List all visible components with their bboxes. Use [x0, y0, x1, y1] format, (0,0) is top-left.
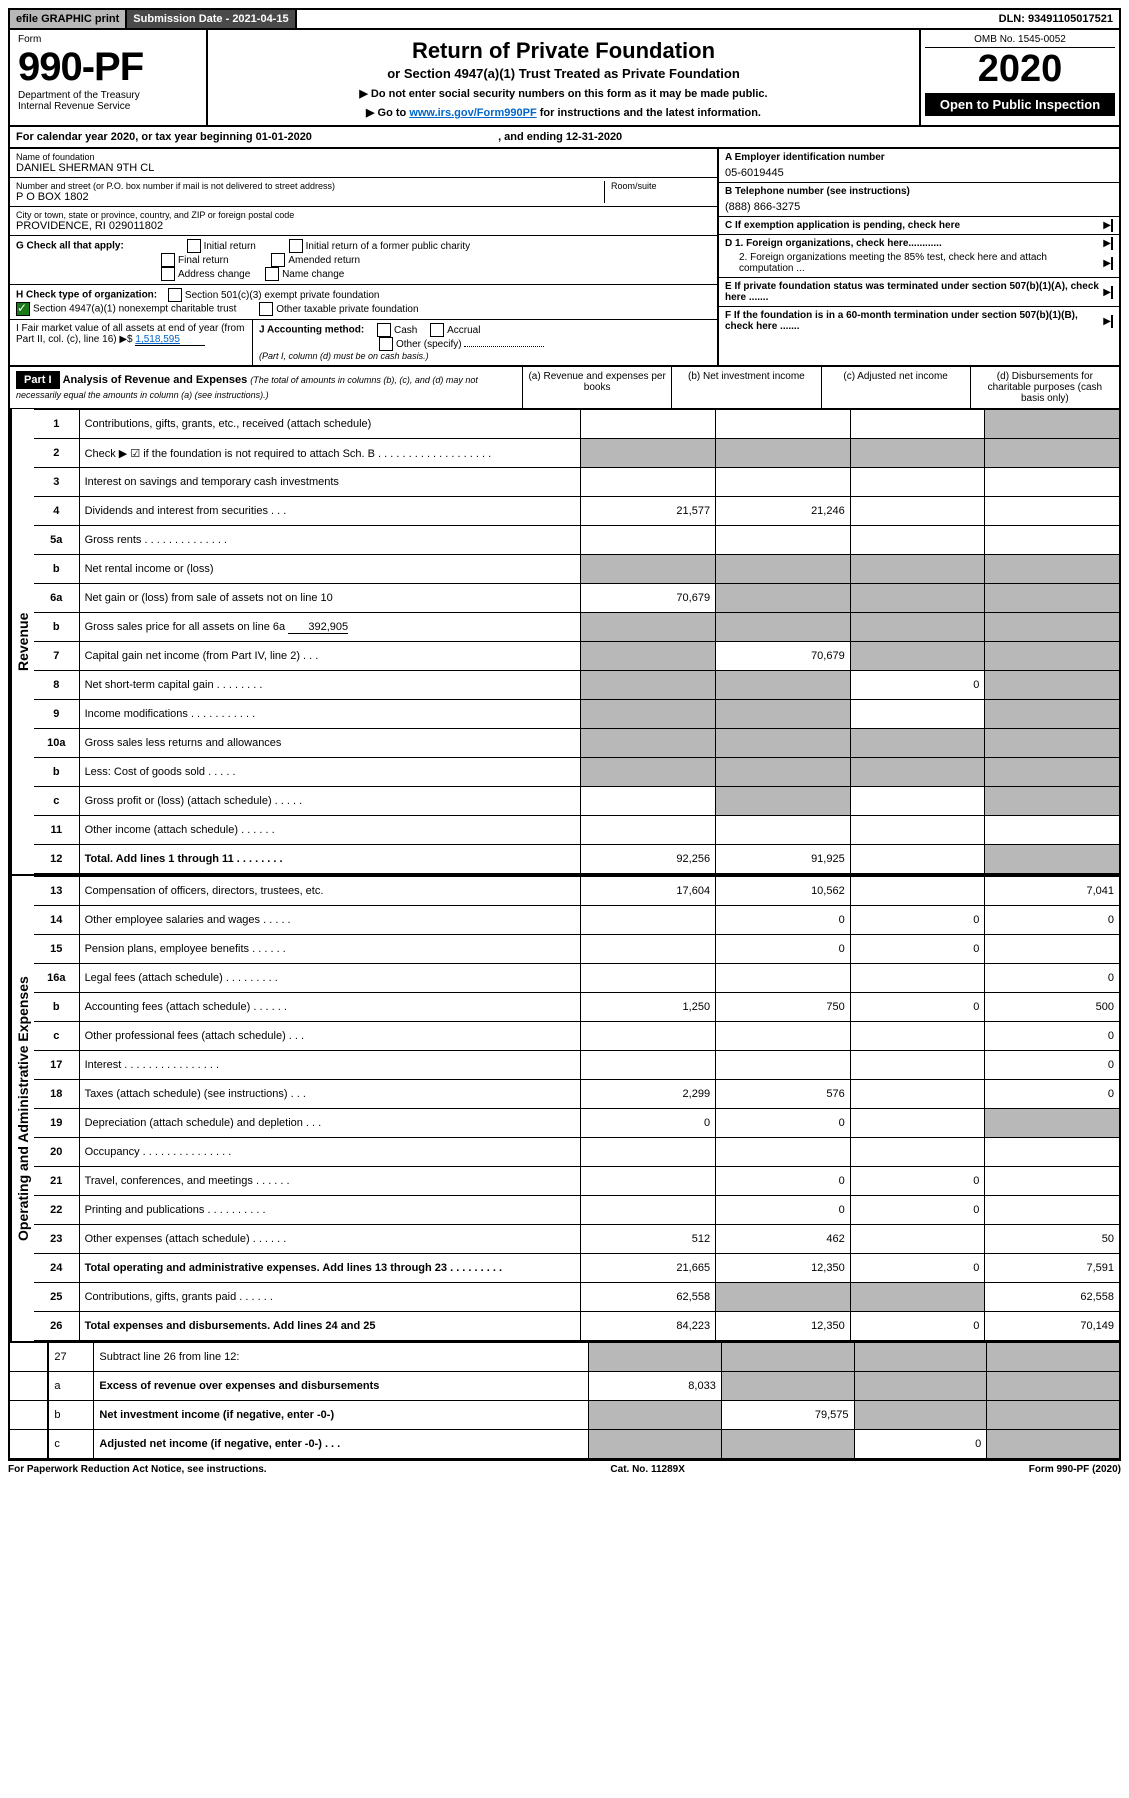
checkbox-name[interactable] [265, 267, 279, 281]
opt-address: Address change [178, 269, 250, 280]
opt-initial: Initial return [204, 241, 256, 252]
note2-post: for instructions and the latest informat… [537, 107, 761, 119]
d2-label: 2. Foreign organizations meeting the 85%… [725, 252, 1103, 274]
foundation-name: DANIEL SHERMAN 9TH CL [16, 162, 711, 174]
opt-501c3: Section 501(c)(3) exempt private foundat… [185, 290, 380, 301]
revenue-table: 1Contributions, gifts, grants, etc., rec… [34, 409, 1119, 874]
footer: For Paperwork Reduction Act Notice, see … [8, 1461, 1121, 1478]
checkbox-4947[interactable] [16, 302, 30, 316]
col-a: (a) Revenue and expenses per books [523, 367, 672, 408]
part1-label: Part I [16, 371, 60, 389]
dln: DLN: 93491105017521 [993, 10, 1119, 28]
tax-year: 2020 [925, 48, 1115, 91]
col-b: (b) Net investment income [672, 367, 821, 408]
checkbox-other-tax[interactable] [259, 302, 273, 316]
part1-section: Part I Analysis of Revenue and Expenses … [8, 367, 1121, 1461]
opt-accrual: Accrual [447, 325, 480, 336]
i-val[interactable]: 1,518,595 [135, 334, 205, 346]
checkbox-501c3[interactable] [168, 288, 182, 302]
submission-date: Submission Date - 2021-04-15 [127, 10, 296, 28]
opt-name: Name change [282, 269, 344, 280]
a-val: 05-6019445 [725, 167, 1113, 179]
checkbox-accrual[interactable] [430, 323, 444, 337]
calendar-year-row: For calendar year 2020, or tax year begi… [8, 127, 1121, 149]
d1-label: D 1. Foreign organizations, check here..… [725, 238, 942, 249]
note2-pre: ▶ Go to [366, 107, 409, 119]
checkbox-address[interactable] [161, 267, 175, 281]
j-note: (Part I, column (d) must be on cash basi… [259, 351, 429, 361]
f-label: F If the foundation is in a 60-month ter… [725, 310, 1103, 332]
cal-mid: , and ending [498, 131, 566, 143]
checkbox-cash[interactable] [377, 323, 391, 337]
checkbox-initial[interactable] [187, 239, 201, 253]
col-c: (c) Adjusted net income [822, 367, 971, 408]
checkbox-amended[interactable] [271, 253, 285, 267]
footer-left: For Paperwork Reduction Act Notice, see … [8, 1464, 267, 1475]
opt-final: Final return [178, 255, 229, 266]
opt-initial-former: Initial return of a former public charit… [306, 241, 471, 252]
efile-label: efile GRAPHIC print [10, 10, 127, 28]
checkbox-d1[interactable] [1111, 237, 1113, 250]
open-inspection: Open to Public Inspection [925, 93, 1115, 116]
addr-label: Number and street (or P.O. box number if… [16, 181, 598, 191]
bottom-table: 27Subtract line 26 from line 12:aExcess … [10, 1341, 1119, 1459]
checkbox-d2[interactable] [1111, 257, 1113, 270]
form-header: Form 990-PF Department of the Treasury I… [8, 30, 1121, 127]
cal-pre: For calendar year 2020, or tax year begi… [16, 131, 256, 143]
a-label: A Employer identification number [725, 152, 1113, 163]
checkbox-e[interactable] [1111, 286, 1113, 299]
form-number: 990-PF [18, 45, 198, 90]
e-label: E If private foundation status was termi… [725, 281, 1103, 303]
b-val: (888) 866-3275 [725, 201, 1113, 213]
form-title: Return of Private Foundation [218, 38, 909, 64]
revenue-label: Revenue [10, 409, 34, 874]
opt-amended: Amended return [288, 255, 360, 266]
footer-right: Form 990-PF (2020) [1029, 1464, 1121, 1475]
form-subtitle: or Section 4947(a)(1) Trust Treated as P… [218, 66, 909, 81]
info-block: Name of foundation DANIEL SHERMAN 9TH CL… [8, 149, 1121, 367]
expenses-label: Operating and Administrative Expenses [10, 876, 34, 1341]
opt-4947: Section 4947(a)(1) nonexempt charitable … [33, 304, 236, 315]
top-bar: efile GRAPHIC print Submission Date - 20… [8, 8, 1121, 30]
city-label: City or town, state or province, country… [16, 210, 711, 220]
b-label: B Telephone number (see instructions) [725, 186, 1113, 197]
checkbox-f[interactable] [1111, 315, 1113, 328]
cal-begin: 01-01-2020 [256, 131, 312, 143]
note1: ▶ Do not enter social security numbers o… [218, 87, 909, 100]
addr: P O BOX 1802 [16, 191, 598, 203]
j-label: J Accounting method: [259, 325, 364, 336]
form-label: Form [18, 34, 198, 45]
expenses-table: 13Compensation of officers, directors, t… [34, 876, 1119, 1341]
opt-other-acct: Other (specify) [396, 339, 462, 350]
checkbox-c[interactable] [1111, 219, 1113, 232]
footer-mid: Cat. No. 11289X [610, 1464, 684, 1475]
checkbox-initial-former[interactable] [289, 239, 303, 253]
omb-no: OMB No. 1545-0052 [925, 34, 1115, 48]
g-label: G Check all that apply: [16, 241, 124, 252]
h-label: H Check type of organization: [16, 290, 157, 301]
cal-end: 12-31-2020 [566, 131, 622, 143]
part1-title: Analysis of Revenue and Expenses [63, 374, 248, 386]
c-label: C If exemption application is pending, c… [725, 220, 960, 231]
name-label: Name of foundation [16, 152, 711, 162]
checkbox-other-acct[interactable] [379, 337, 393, 351]
checkbox-final[interactable] [161, 253, 175, 267]
form-link[interactable]: www.irs.gov/Form990PF [409, 107, 536, 119]
i-label: I Fair market value of all assets at end… [16, 323, 244, 345]
irs: Internal Revenue Service [18, 101, 198, 112]
dept: Department of the Treasury [18, 90, 198, 101]
room-label: Room/suite [611, 181, 711, 191]
col-d: (d) Disbursements for charitable purpose… [971, 367, 1119, 408]
city: PROVIDENCE, RI 029011802 [16, 220, 711, 232]
opt-other-tax: Other taxable private foundation [276, 304, 418, 315]
opt-cash: Cash [394, 325, 417, 336]
